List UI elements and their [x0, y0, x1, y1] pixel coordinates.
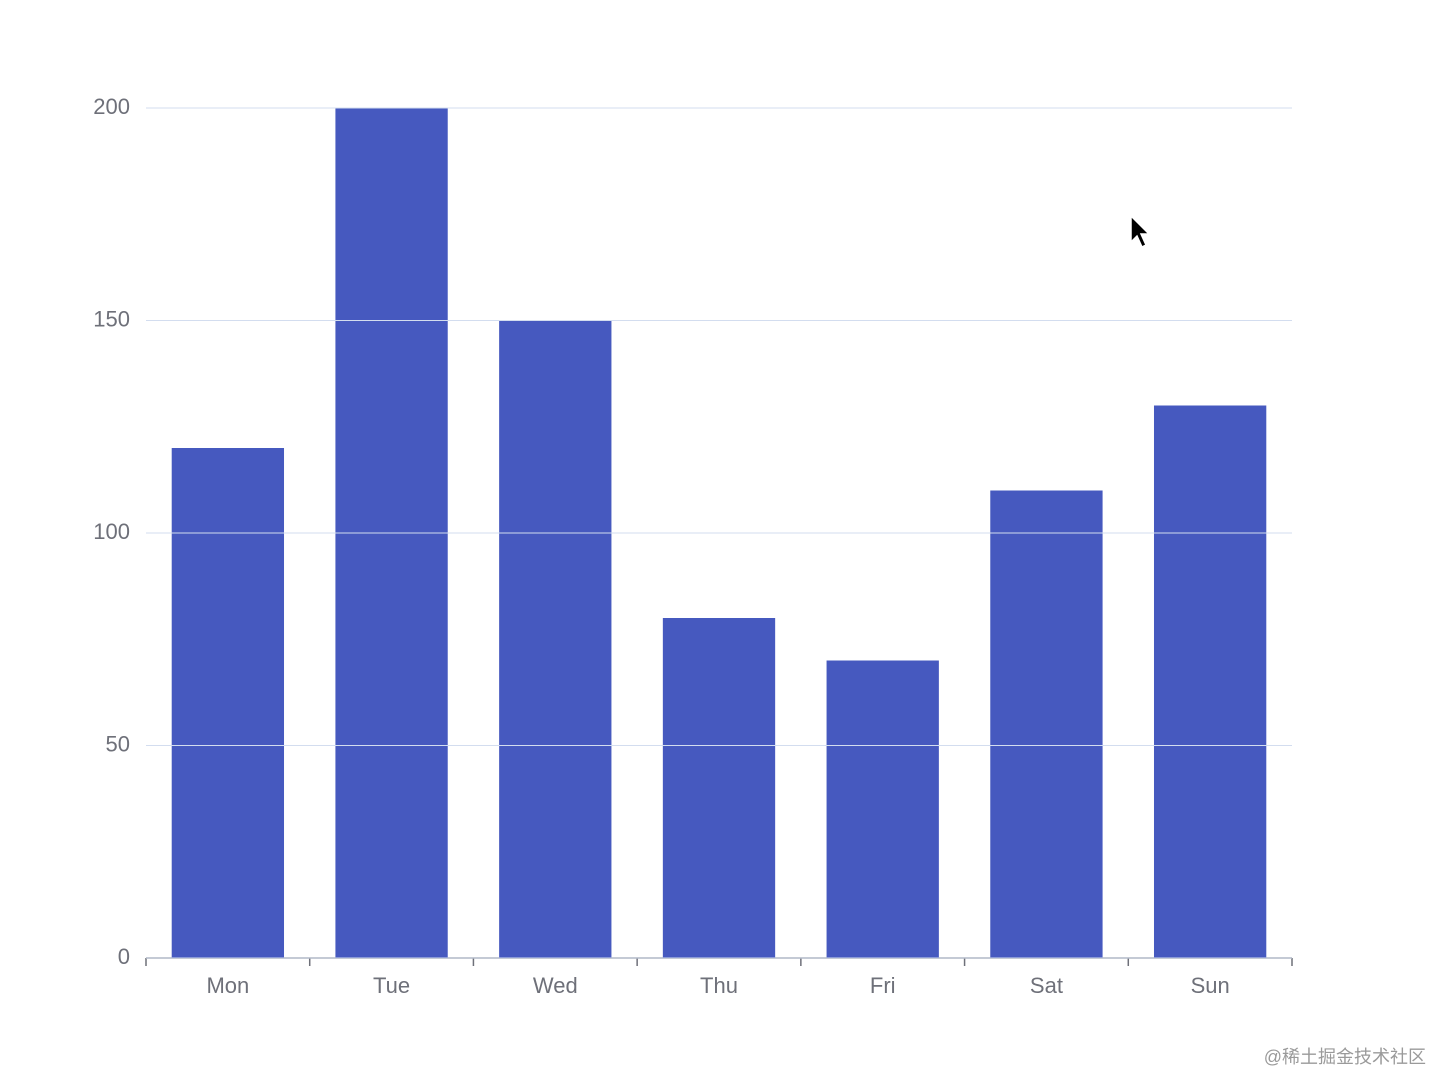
x-tick-label: Sun: [1191, 973, 1230, 998]
watermark: @稀土掘金技术社区: [1264, 1047, 1426, 1067]
x-tick-label: Fri: [870, 973, 896, 998]
bar: [990, 490, 1103, 958]
x-tick-label: Tue: [373, 973, 410, 998]
bar: [662, 618, 776, 958]
x-tick-label: Thu: [700, 973, 738, 998]
bar: [171, 448, 285, 958]
y-tick-label: 100: [93, 519, 130, 544]
mouse-cursor: [1130, 214, 1151, 249]
bar: [826, 660, 939, 958]
x-tick-label: Wed: [533, 973, 578, 998]
y-tick-label: 200: [93, 94, 130, 119]
x-tick-label: Mon: [206, 973, 249, 998]
y-tick-label: 50: [106, 731, 130, 756]
bar: [1153, 405, 1267, 958]
y-tick-label: 0: [118, 944, 130, 969]
x-tick-label: Sat: [1030, 973, 1063, 998]
y-tick-label: 150: [93, 306, 130, 331]
bar: [499, 320, 612, 958]
